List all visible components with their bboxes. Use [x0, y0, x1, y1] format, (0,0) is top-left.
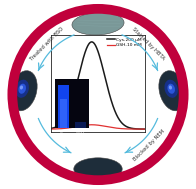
Text: Blocked by NEM: Blocked by NEM	[132, 129, 165, 162]
Text: Stained by HBTA: Stained by HBTA	[131, 26, 166, 61]
Text: Treated with BSO: Treated with BSO	[30, 26, 65, 62]
Ellipse shape	[15, 80, 29, 98]
Ellipse shape	[72, 12, 124, 35]
Ellipse shape	[159, 71, 186, 111]
Ellipse shape	[10, 71, 37, 111]
Ellipse shape	[169, 85, 172, 90]
Ellipse shape	[18, 84, 26, 94]
Ellipse shape	[74, 158, 122, 180]
Ellipse shape	[167, 84, 175, 94]
Ellipse shape	[20, 85, 23, 90]
Circle shape	[7, 3, 189, 186]
Ellipse shape	[164, 80, 178, 98]
